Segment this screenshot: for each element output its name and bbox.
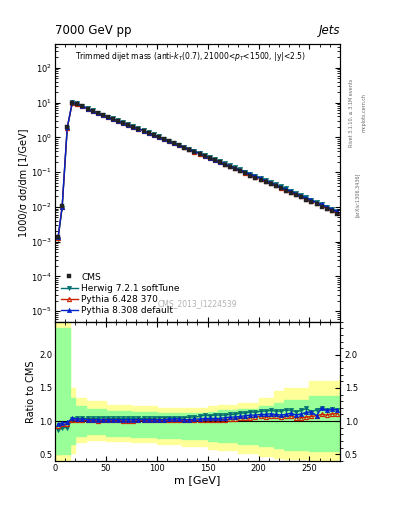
- CMS: [233, 166, 237, 172]
- CMS: [70, 100, 75, 106]
- Herwig 7.2.1 softTune: [334, 208, 339, 215]
- CMS: [334, 210, 339, 217]
- Pythia 6.428 370: [233, 165, 237, 172]
- Legend: CMS, Herwig 7.2.1 softTune, Pythia 6.428 370, Pythia 8.308 default: CMS, Herwig 7.2.1 softTune, Pythia 6.428…: [59, 271, 182, 317]
- Line: Pythia 6.428 370: Pythia 6.428 370: [56, 100, 339, 240]
- Text: 7000 GeV pp: 7000 GeV pp: [55, 24, 132, 36]
- Pythia 6.428 370: [70, 99, 75, 105]
- Pythia 8.308 default: [274, 182, 278, 188]
- Pythia 8.308 default: [56, 234, 61, 240]
- Y-axis label: Ratio to CMS: Ratio to CMS: [26, 360, 36, 422]
- Pythia 6.428 370: [334, 209, 339, 215]
- Pythia 6.428 370: [56, 234, 61, 241]
- Pythia 8.308 default: [162, 136, 166, 142]
- CMS: [56, 233, 61, 240]
- CMS: [162, 136, 166, 142]
- Pythia 8.308 default: [334, 208, 339, 215]
- Line: Pythia 8.308 default: Pythia 8.308 default: [56, 100, 339, 239]
- X-axis label: m [GeV]: m [GeV]: [174, 475, 221, 485]
- Text: mcplots.cern.ch: mcplots.cern.ch: [361, 93, 366, 132]
- Pythia 8.308 default: [243, 169, 248, 175]
- CMS: [274, 183, 278, 189]
- Text: Rivet 3.1.10, ≥ 3.1M events: Rivet 3.1.10, ≥ 3.1M events: [349, 78, 354, 147]
- CMS: [60, 203, 64, 209]
- CMS: [217, 159, 222, 165]
- Pythia 6.428 370: [162, 136, 166, 142]
- Herwig 7.2.1 softTune: [243, 168, 248, 175]
- CMS: [243, 170, 248, 176]
- Line: Herwig 7.2.1 softTune: Herwig 7.2.1 softTune: [56, 100, 339, 241]
- Text: Trimmed dijet mass (anti-$k_T$(0.7), 21000<$p_T$<1500, |y|<2.5): Trimmed dijet mass (anti-$k_T$(0.7), 210…: [75, 51, 306, 63]
- Text: CMS_2013_I1224539: CMS_2013_I1224539: [158, 299, 237, 308]
- Pythia 8.308 default: [70, 99, 75, 105]
- Pythia 8.308 default: [233, 165, 237, 171]
- Herwig 7.2.1 softTune: [217, 158, 222, 164]
- Herwig 7.2.1 softTune: [162, 136, 166, 142]
- Text: Jets: Jets: [318, 24, 340, 36]
- Pythia 6.428 370: [243, 169, 248, 176]
- Pythia 6.428 370: [60, 204, 64, 210]
- Herwig 7.2.1 softTune: [70, 99, 75, 105]
- Pythia 6.428 370: [217, 159, 222, 165]
- Text: [arXiv:1306.3436]: [arXiv:1306.3436]: [355, 173, 360, 217]
- Y-axis label: 1000/σ dσ/dm [1/GeV]: 1000/σ dσ/dm [1/GeV]: [18, 129, 28, 237]
- Pythia 8.308 default: [217, 159, 222, 165]
- Pythia 6.428 370: [274, 182, 278, 188]
- Herwig 7.2.1 softTune: [274, 181, 278, 187]
- Herwig 7.2.1 softTune: [56, 236, 61, 242]
- Herwig 7.2.1 softTune: [60, 205, 64, 211]
- Pythia 8.308 default: [60, 204, 64, 210]
- Line: CMS: CMS: [56, 100, 339, 239]
- Herwig 7.2.1 softTune: [233, 164, 237, 170]
